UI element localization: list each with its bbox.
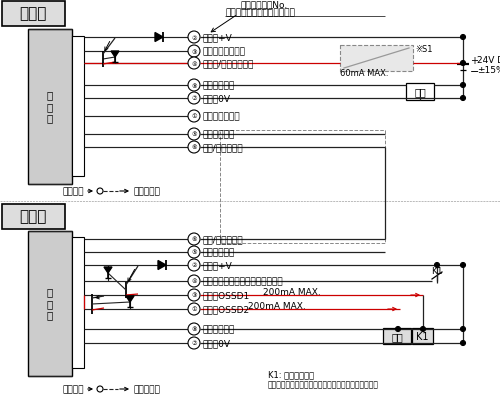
Text: （青）0V: （青）0V (202, 94, 230, 103)
Text: 主
回
路: 主 回 路 (47, 287, 53, 320)
Circle shape (188, 246, 200, 258)
Text: （強制ガイド式リレーまたはマグネットコンタクタ）: （強制ガイド式リレーまたはマグネットコンタクタ） (268, 380, 379, 389)
Circle shape (460, 341, 466, 346)
Circle shape (434, 263, 440, 268)
Text: ③: ③ (191, 293, 197, 298)
Text: （薄紫）無接続: （薄紫）無接続 (202, 112, 239, 121)
Text: （茶）+V: （茶）+V (202, 34, 232, 43)
Text: 60mA MAX.: 60mA MAX. (340, 70, 388, 78)
Text: ②: ② (191, 36, 197, 40)
Text: −: − (470, 66, 480, 76)
Circle shape (188, 111, 200, 123)
Bar (340, 46, 413, 72)
Text: （シールド）: （シールド） (202, 81, 234, 90)
Text: 主
回
路: 主 回 路 (47, 90, 53, 123)
Circle shape (188, 32, 200, 44)
Text: 受光器: 受光器 (20, 209, 46, 224)
Text: （黒）OSSD1: （黒）OSSD1 (202, 291, 250, 300)
Text: （橙）同期＋: （橙）同期＋ (202, 248, 234, 257)
Text: ⑦: ⑦ (191, 96, 197, 101)
Text: 24V DC
±15%: 24V DC ±15% (477, 56, 500, 75)
Polygon shape (158, 261, 166, 270)
Bar (406, 84, 434, 101)
Text: K1: K1 (416, 331, 428, 341)
Text: （青）0V: （青）0V (202, 339, 230, 348)
Text: 200mA MAX.: 200mA MAX. (263, 288, 321, 297)
Bar (72, 237, 84, 368)
Text: ⑧: ⑧ (191, 83, 197, 88)
Bar (2, 2, 65, 27)
Circle shape (97, 386, 103, 392)
Bar (28, 231, 72, 376)
Text: ④: ④ (191, 61, 197, 66)
Text: （白）OSSD2: （白）OSSD2 (202, 305, 249, 314)
Text: ⑥: ⑥ (191, 237, 197, 242)
Text: K1: K1 (431, 267, 443, 276)
Circle shape (460, 96, 466, 101)
Circle shape (188, 58, 200, 70)
Text: 投光器: 投光器 (20, 7, 46, 21)
Polygon shape (126, 296, 134, 302)
Circle shape (460, 83, 466, 88)
Text: 外部接続例: 外部接続例 (133, 187, 160, 196)
Bar (2, 204, 65, 229)
Circle shape (188, 234, 200, 245)
Text: （シールド）: （シールド） (202, 325, 234, 334)
Text: （橙/黒）同期－: （橙/黒）同期－ (202, 143, 242, 152)
Text: （桃）テスト入力: （桃）テスト入力 (202, 47, 245, 56)
Circle shape (460, 61, 466, 66)
Text: （橙/黒）同期－: （橙/黒）同期－ (202, 235, 242, 244)
Text: 内部回路: 内部回路 (62, 187, 84, 196)
Text: ⑦: ⑦ (191, 341, 197, 346)
Circle shape (188, 323, 200, 335)
Circle shape (188, 337, 200, 349)
Circle shape (188, 46, 200, 58)
Bar (412, 328, 433, 344)
Circle shape (460, 263, 466, 268)
Text: ①: ① (191, 307, 197, 312)
Text: コネクタピンNo.: コネクタピンNo. (240, 0, 287, 9)
Text: ⑥: ⑥ (191, 145, 197, 150)
Bar (72, 37, 84, 177)
Circle shape (188, 259, 200, 271)
Text: 負荷: 負荷 (391, 331, 403, 341)
Text: ※S1: ※S1 (415, 45, 432, 53)
Text: 接続ケーブルのリード線の色: 接続ケーブルのリード線の色 (225, 9, 295, 18)
Bar (383, 328, 411, 344)
Circle shape (396, 327, 400, 332)
Text: 内部回路: 内部回路 (62, 384, 84, 393)
Circle shape (188, 303, 200, 315)
Text: ⑤: ⑤ (191, 250, 197, 255)
Circle shape (420, 327, 426, 332)
Circle shape (97, 189, 103, 195)
Circle shape (460, 36, 466, 40)
Bar (220, 131, 385, 243)
Circle shape (460, 327, 466, 332)
Text: ⑤: ⑤ (191, 132, 197, 137)
Polygon shape (155, 34, 163, 43)
Text: 外部接続例: 外部接続例 (133, 384, 160, 393)
Text: 負荷: 負荷 (414, 87, 426, 97)
Text: ④: ④ (191, 279, 197, 284)
Text: +: + (470, 56, 478, 66)
Text: ①: ① (191, 114, 197, 119)
Text: （黄緑）外部デバイスモニタ入力: （黄緑）外部デバイスモニタ入力 (202, 277, 282, 286)
Text: （黄緑/黒）補助出力: （黄緑/黒）補助出力 (202, 59, 254, 68)
Text: （茶）+V: （茶）+V (202, 261, 232, 270)
Circle shape (188, 93, 200, 105)
Circle shape (188, 129, 200, 141)
Text: ⑧: ⑧ (191, 327, 197, 332)
Polygon shape (111, 52, 119, 58)
Circle shape (188, 80, 200, 92)
Text: K1: 外部デバイス: K1: 外部デバイス (268, 370, 314, 379)
Text: ③: ③ (191, 49, 197, 54)
Circle shape (188, 142, 200, 154)
Text: ②: ② (191, 263, 197, 268)
Bar (28, 30, 72, 184)
Circle shape (188, 275, 200, 287)
Polygon shape (104, 267, 112, 273)
Text: 200mA MAX.: 200mA MAX. (248, 302, 306, 311)
Circle shape (188, 289, 200, 301)
Text: （橙）同期＋: （橙）同期＋ (202, 130, 234, 139)
